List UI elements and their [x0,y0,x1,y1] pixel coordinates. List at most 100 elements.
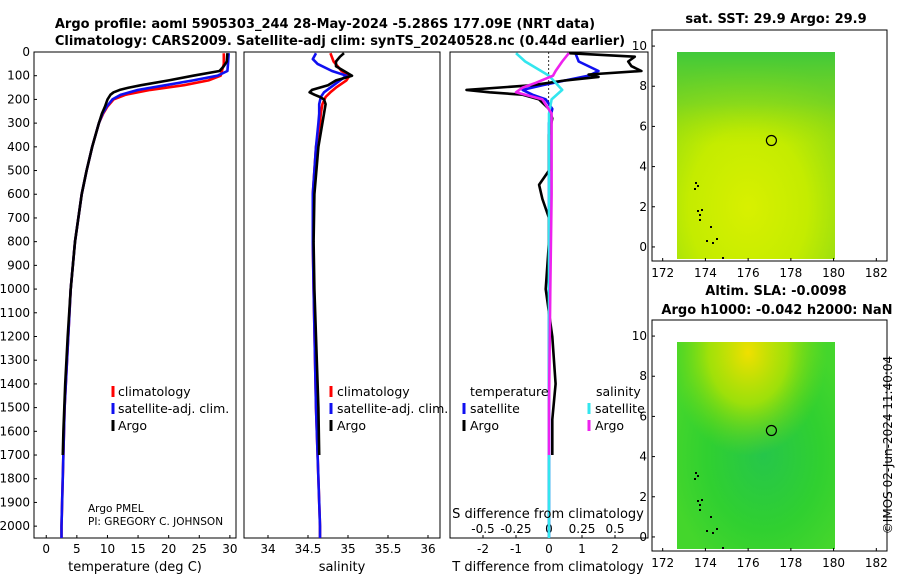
legend-header-salinity: salinity [596,384,641,399]
lat-tick-label: 10 [632,39,647,53]
sst-land-outline [694,182,724,259]
x-tick-label: 25 [192,542,207,556]
sla-map: Altim. SLA: -0.0098 Argo h1000: -0.042 h… [632,284,893,570]
salinity-axes [243,51,441,539]
x-tick-label: 35.5 [375,542,402,556]
temperature-xlabel: temperature (deg C) [68,560,202,575]
sla-map-lon-axis: 172 174 176 178 180 182 [651,548,888,570]
figure-title-line2: Climatology: CARS2009. Satellite-adj cli… [55,34,625,49]
lon-tick-label: 180 [822,266,845,280]
x-tick-label: 36 [420,542,435,556]
depth-tick-label: 200 [7,92,30,106]
depth-tick-label: 1900 [0,495,30,509]
temperature-axes [33,51,237,539]
figure-title-line1: Argo profile: aoml 5905303_244 28-May-20… [55,17,595,32]
sst-map-title: sat. SST: 29.9 Argo: 29.9 [685,12,866,27]
lon-tick-label: 174 [694,556,717,570]
lon-tick-label: 182 [865,556,888,570]
s-diff-x-axis: -0.5 -0.25 0 0.25 0.5 [471,522,624,536]
lat-tick-label: 10 [632,329,647,343]
x-tick-label: 35 [340,542,355,556]
x-tick-label: 0 [545,542,553,556]
lon-tick-label: 172 [651,556,674,570]
sla-map-title-line2: Argo h1000: -0.042 h2000: NaN [661,303,892,318]
lat-tick-label: 2 [639,490,647,504]
x-tick-label: 10 [100,542,115,556]
salinity-panel: 34 34.5 35 35.5 36 salinity climatology sate… [243,51,448,575]
legend-satellite: satellite-adj. clim. [118,401,229,416]
temperature-x-axis: 0 5 10 15 20 25 30 [42,535,238,556]
depth-tick-label: 400 [7,140,30,154]
x-tick-label: 0.25 [569,522,596,536]
s-diff-xlabel: S difference from climatology [452,507,644,522]
sla-field-high [677,342,835,549]
lat-tick-label: 8 [639,79,647,93]
sst-map: sat. SST: 29.9 Argo: 29.9 172 174 176 178 18… [632,12,888,280]
x-tick-label: 15 [130,542,145,556]
t-diff-x-axis: -2 -1 0 1 2 [477,535,619,556]
legend-argo: Argo [337,418,366,433]
series-line-salinity-argo [514,52,570,455]
argo-institution: Argo PMEL [88,503,144,515]
depth-tick-label: 1200 [0,329,30,343]
temperature-panel: 0100200300400500600700800900100011001200… [0,45,453,575]
x-tick-label: 30 [222,542,237,556]
difference-legend: temperature salinity satellite Argo sate… [462,384,645,433]
salinity-x-axis: 34 34.5 35 35.5 36 [260,535,436,556]
sla-map-title-line1: Altim. SLA: -0.0098 [705,284,846,299]
legend-climatology: climatology [337,384,410,399]
series-line-argo [308,52,354,456]
x-tick-label: 2 [611,542,619,556]
lat-tick-label: 2 [639,200,647,214]
temperature-profiles [60,53,230,538]
depth-tick-label: 300 [7,116,30,130]
depth-tick-label: 1700 [0,448,30,462]
depth-tick-label: 1400 [0,377,30,391]
depth-tick-label: 0 [22,45,30,59]
temperature-legend: climatology satellite-adj. clim. Argo [111,384,229,433]
legend-header-temperature: temperature [470,384,549,399]
lat-tick-label: 6 [639,409,647,423]
legend-climatology: climatology [118,384,191,399]
x-tick-label: 34.5 [295,542,322,556]
depth-tick-label: 1300 [0,353,30,367]
sla-land-outline [694,472,724,549]
lon-tick-label: 180 [822,556,845,570]
x-tick-label: -1 [510,542,522,556]
sst-map-lon-axis: 172 174 176 178 180 182 [651,258,888,280]
x-tick-label: -0.25 [500,522,531,536]
imos-timestamp: ©IMOS 02-Jun-2024 11:40:04 [881,356,895,534]
sst-field-north [677,52,835,259]
lon-tick-label: 176 [737,266,760,280]
float-position-marker [765,424,778,437]
argo-pi: PI: GREGORY C. JOHNSON [88,516,223,528]
lon-tick-label: 174 [694,266,717,280]
depth-tick-label: 1800 [0,472,30,486]
depth-tick-label: 700 [7,211,30,225]
depth-tick-label: 2000 [0,519,30,533]
depth-tick-label: 1500 [0,401,30,415]
float-position-marker [765,134,778,147]
x-tick-label: 0 [42,542,50,556]
difference-profiles [465,51,643,538]
salinity-profiles [308,52,354,538]
depth-tick-label: 1000 [0,282,30,296]
lon-tick-label: 182 [865,266,888,280]
x-tick-label: -2 [477,542,489,556]
depth-tick-label: 900 [7,258,30,272]
legend-argo: Argo [118,418,147,433]
lat-tick-label: 4 [639,450,647,464]
lon-tick-label: 172 [651,266,674,280]
depth-tick-label: 800 [7,235,30,249]
lat-tick-label: 8 [639,369,647,383]
legend-satellite: satellite-adj. clim. [337,401,448,416]
x-tick-label: 1 [578,542,586,556]
lat-tick-label: 4 [639,160,647,174]
sst-map-lat-axis: 0 2 4 6 8 10 [632,39,655,254]
depth-tick-label: 1600 [0,424,30,438]
lat-tick-label: 6 [639,119,647,133]
lon-tick-label: 178 [779,556,802,570]
x-tick-label: -0.5 [471,522,494,536]
x-tick-label: 0.5 [605,522,624,536]
lat-tick-label: 0 [639,240,647,254]
